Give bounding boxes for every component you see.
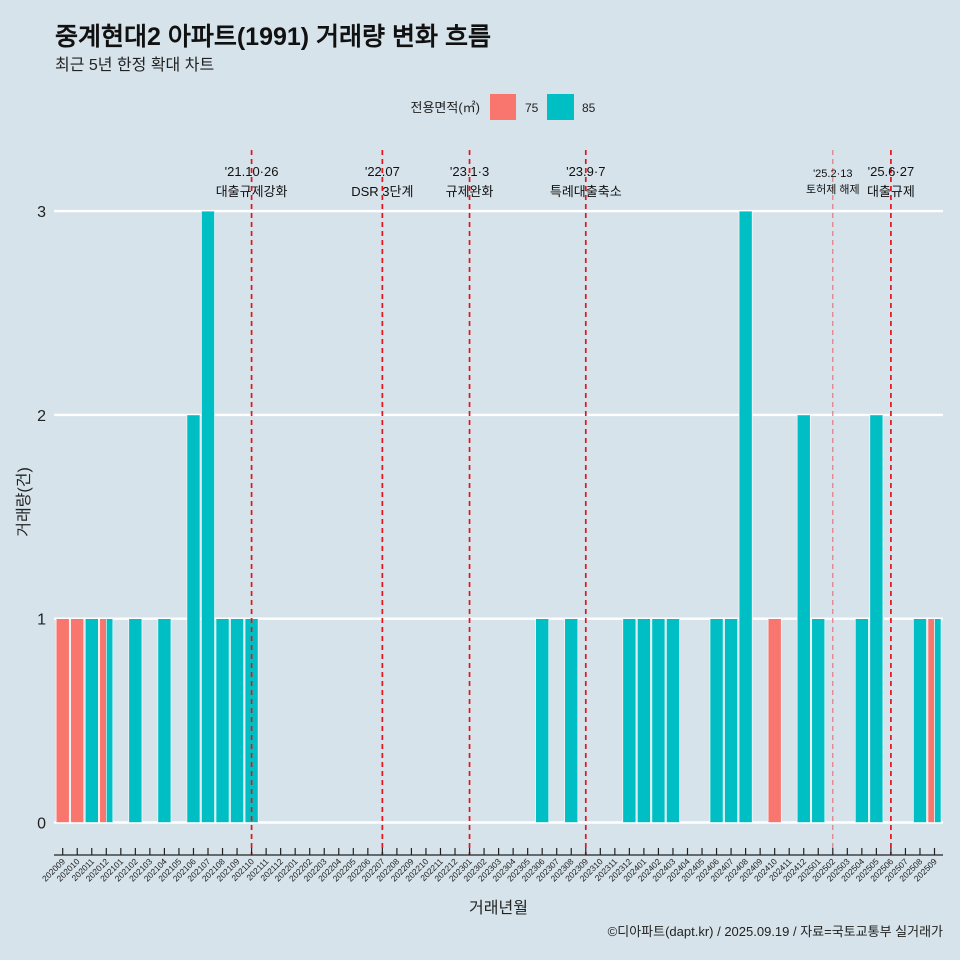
event-date-label: '22.07 [365,164,400,179]
chart-caption: ©디아파트(dapt.kr) / 2025.09.19 / 자료=국토교통부 실… [608,924,943,939]
event-annotations: '21.10·26 대출규제강화 '22.07 DSR 3단계 '23.1·3 규제완화 '… [216,164,915,199]
bar-202012-75 [99,618,107,823]
bar-202011-85 [84,618,99,823]
bar-202406-85 [709,618,724,823]
event-description-label: 대출규제 [867,184,915,199]
bar-202403-85 [666,618,680,823]
x-axis-ticks: 2020092020102020112020122021012021022021… [40,848,939,883]
bar-202306-85 [535,618,550,823]
event-description-label: DSR 3단계 [351,184,413,199]
bar-202509-75 [927,618,935,823]
bar-202106-85 [186,414,201,823]
bar-202009-75 [55,618,70,823]
event-date-label: '23.1·3 [450,164,489,179]
event-description-label: 토허제 해제 [806,182,860,196]
legend-label-75: 75 [525,101,539,115]
legend: 전용면적(㎡) 75 85 [411,94,596,120]
bar-202012-85 [105,618,114,823]
bar-202402-85 [651,618,666,823]
legend-title: 전용면적(㎡) [411,100,481,115]
event-date-label: '21.10·26 [225,164,279,179]
x-axis-title: 거래년월 [469,899,528,917]
bar-202407-85 [724,618,738,823]
legend-swatch-75 [490,94,516,120]
event-description-label: 대출규제강화 [216,184,288,199]
bar-202501-85 [811,618,826,823]
y-axis-tick-labels: 0 1 2 3 [37,204,46,832]
bar-202104-85 [157,618,172,823]
bars [55,210,942,823]
bar-202412-85 [796,414,811,823]
bar-202109-85 [230,618,244,823]
chart-subtitle: 최근 5년 한정 확대 차트 [55,56,214,74]
bar-202509-85 [934,618,942,823]
y-tick-label: 3 [37,204,46,221]
y-tick-label: 1 [37,612,46,629]
bar-202408-85 [738,210,753,823]
bar-202505-85 [869,414,884,823]
y-axis-title: 거래량(건) [15,467,33,537]
bar-202010-75 [70,618,85,823]
event-description-label: 특례대출축소 [550,184,622,199]
legend-label-85: 85 [582,101,596,115]
bar-202107-85 [201,210,215,823]
legend-swatch-85 [547,94,574,120]
event-lines [250,150,892,855]
bar-202508-85 [913,618,927,823]
chart-title: 중계현대2 아파트(1991) 거래량 변화 흐름 [55,23,491,51]
y-tick-label: 2 [37,408,46,425]
event-date-label: '25.2·13 [813,168,852,180]
y-tick-label: 0 [37,816,46,833]
bar-202410-75 [767,618,782,823]
bar-202312-85 [622,618,637,823]
event-date-label: '23.9·7 [566,164,605,179]
event-date-label: '25.6·27 [868,164,915,179]
bar-202401-85 [637,618,651,823]
bar-202102-85 [128,618,143,823]
bar-202504-85 [855,618,869,823]
bar-202108-85 [215,618,230,823]
event-description-label: 규제완화 [446,184,494,199]
bar-202308-85 [564,618,579,823]
